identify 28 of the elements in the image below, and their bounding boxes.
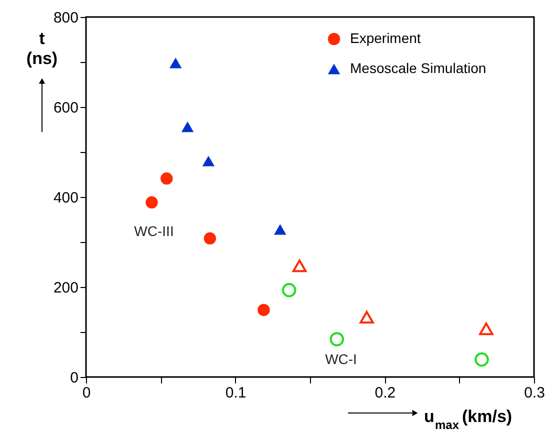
- point: [160, 172, 173, 185]
- x-tick-label: 0: [82, 384, 91, 402]
- legend-label: Mesoscale Simulation: [350, 60, 486, 76]
- x-tick-label: 0.2: [374, 384, 396, 402]
- annotation: WC-III: [134, 223, 174, 239]
- y-tick-label: 0: [70, 370, 78, 386]
- point: [181, 121, 194, 132]
- point: [360, 310, 374, 324]
- point: [258, 304, 270, 316]
- y-tick-label: 200: [53, 280, 78, 296]
- legend-label: Experiment: [350, 30, 421, 46]
- x-tick-label: 0.3: [524, 384, 545, 402]
- point: [330, 332, 344, 346]
- point: [474, 352, 489, 367]
- point: [202, 156, 215, 166]
- point: [479, 322, 494, 336]
- point: [146, 196, 158, 209]
- point: [274, 224, 286, 235]
- y-axis-title: t (ns): [26, 29, 58, 68]
- point: [169, 58, 182, 68]
- point: [292, 260, 307, 272]
- y-tick-label: 600: [53, 100, 78, 116]
- x-tick-label: 0.1: [225, 384, 246, 402]
- y-tick-label: 800: [53, 10, 78, 26]
- y-tick-label: 400: [53, 190, 78, 206]
- point: [282, 283, 296, 298]
- point: [204, 232, 216, 245]
- annotation: WC-I: [325, 351, 357, 367]
